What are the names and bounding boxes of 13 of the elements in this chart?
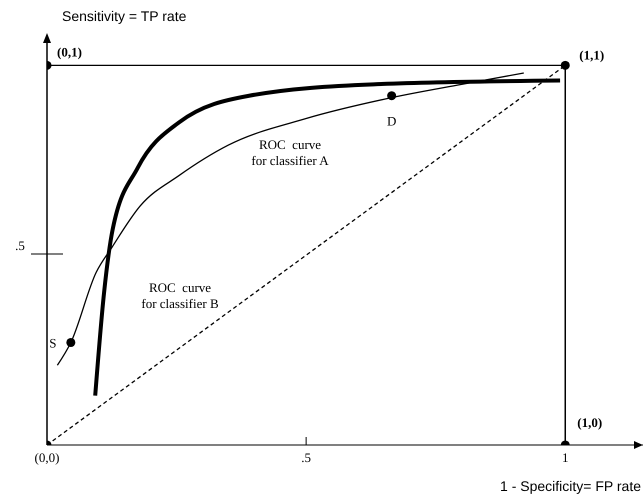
x-tick-label: .5 (301, 450, 312, 466)
text: .5 (15, 238, 25, 253)
annotation: D (386, 114, 396, 129)
x-axis-title: 1 - Specificity= FP rate (500, 478, 642, 494)
x-tick-label: 1 (562, 450, 569, 466)
annotation: ROC curve for classifier B (141, 280, 219, 311)
x-tick-label: (0,0) (34, 450, 60, 466)
annotation: S (49, 336, 56, 350)
annotation: (1,1) (579, 47, 604, 62)
annotation: (0,1) (57, 44, 82, 60)
annotation: (1,0) (577, 415, 602, 430)
annotation: ROC curve for classifier A (251, 137, 330, 168)
y-axis-title: Sensitivity = TP rate (62, 8, 187, 24)
